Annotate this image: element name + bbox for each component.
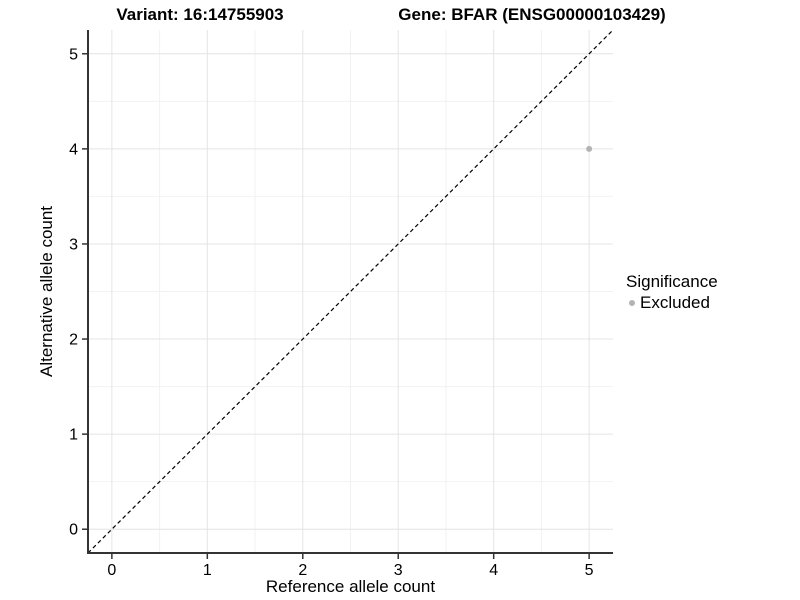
x-tick-label: 2	[298, 562, 307, 579]
y-axis-title: Alternative allele count	[37, 206, 56, 377]
plot-title-variant: Variant: 16:14755903	[116, 5, 284, 24]
y-tick-label: 4	[69, 141, 78, 158]
x-axis-title: Reference allele count	[266, 577, 435, 596]
legend-title: Significance	[626, 272, 718, 291]
x-tick-label: 5	[585, 562, 594, 579]
x-tick-label: 4	[489, 562, 498, 579]
y-tick-label: 0	[69, 522, 78, 539]
x-tick-label: 3	[394, 562, 403, 579]
legend-point-icon	[629, 300, 635, 306]
data-point	[586, 145, 593, 152]
y-tick-label: 2	[69, 332, 78, 349]
x-tick-label: 0	[107, 562, 116, 579]
identity-reference-line	[87, 29, 614, 554]
plot-title-gene: Gene: BFAR (ENSG00000103429)	[398, 5, 666, 24]
y-tick-label: 3	[69, 236, 78, 253]
y-tick-label: 1	[69, 427, 78, 444]
x-tick-label: 1	[203, 562, 212, 579]
legend-item-label: Excluded	[640, 293, 710, 312]
y-tick-label: 5	[69, 46, 78, 63]
legend: Significance Excluded	[626, 272, 796, 313]
legend-item-excluded: Excluded	[626, 293, 796, 313]
